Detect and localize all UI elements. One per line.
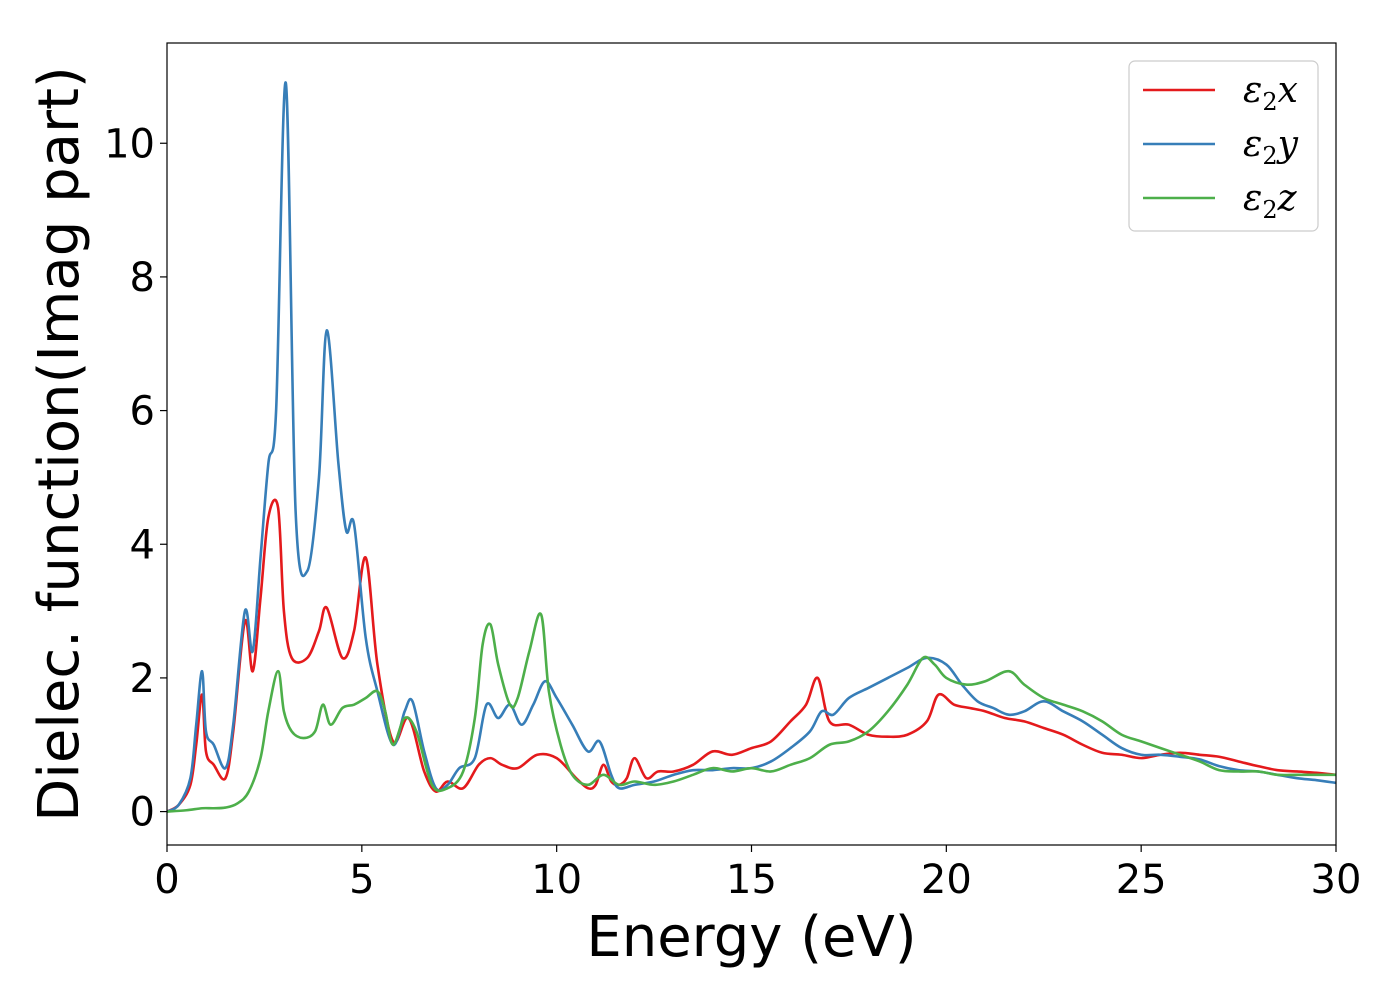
x-tick-label: 0: [154, 857, 179, 903]
y-axis-label: Dielec. function(Imag part): [27, 66, 92, 822]
series-line-z: [167, 612, 1336, 813]
y-axis-ticks: 0 2 4 6 8 10: [104, 121, 167, 836]
legend-box: [1128, 60, 1319, 232]
y-tick-label: 10: [104, 121, 155, 167]
y-tick-label: 0: [130, 790, 155, 836]
legend-label-y: ε2y: [1243, 124, 1299, 170]
x-axis-ticks: 0 5 10 15 20 25 30: [154, 845, 1361, 903]
x-tick-label: 5: [349, 857, 374, 903]
legend: ε2x ε2y ε2z: [1128, 60, 1319, 232]
y-tick-label: 6: [130, 389, 155, 435]
x-tick-label: 25: [1116, 857, 1167, 903]
x-tick-label: 30: [1311, 857, 1362, 903]
x-tick-label: 10: [531, 857, 582, 903]
x-tick-label: 15: [726, 857, 777, 903]
series-line-y: [167, 81, 1336, 813]
legend-label-x: ε2x: [1243, 70, 1298, 116]
y-tick-label: 8: [130, 255, 155, 301]
x-tick-label: 20: [921, 857, 972, 903]
series-layer: [167, 81, 1336, 813]
x-axis-label: Energy (eV): [586, 905, 916, 970]
y-tick-label: 2: [130, 656, 155, 702]
legend-label-z: ε2z: [1243, 178, 1298, 224]
y-tick-label: 4: [130, 522, 155, 568]
